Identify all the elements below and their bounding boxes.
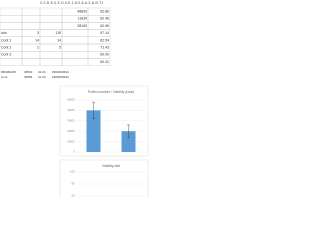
cell-text: 3 bbox=[37, 31, 39, 35]
cell-text: 62.96 bbox=[100, 24, 109, 28]
cell bbox=[0, 7, 23, 16]
cell bbox=[39, 14, 63, 23]
cell bbox=[39, 58, 63, 66]
cell bbox=[21, 58, 41, 66]
note-text: 31.03 bbox=[38, 75, 46, 79]
y-tick-label: 60 bbox=[72, 194, 75, 198]
cell-text: 57.14 bbox=[100, 31, 109, 35]
cell-text: Cont 1 bbox=[1, 38, 11, 42]
cell bbox=[39, 7, 63, 16]
cell bbox=[39, 22, 63, 30]
chart-title: Pollen number / Viability (total) bbox=[88, 90, 134, 94]
cell-text: 115 bbox=[55, 31, 61, 35]
chart-frame bbox=[59, 159, 149, 198]
y-tick-label: 20000 bbox=[67, 129, 75, 133]
y-tick-label: 40000 bbox=[67, 108, 75, 112]
page: 0.0.D.E.0.E.D.0.E.1.8.0.8.A.Z.A.N.T.I 48… bbox=[0, 0, 149, 198]
y-tick-label: 100 bbox=[70, 170, 75, 174]
cell-text: 48893 bbox=[77, 10, 87, 14]
spreadsheet: 0.0.D.E.0.E.D.0.E.1.8.0.8.A.Z.A.N.T.I 48… bbox=[0, 1, 149, 198]
cell bbox=[21, 14, 41, 23]
cell bbox=[61, 29, 89, 38]
cell bbox=[0, 58, 23, 66]
cell-text: 62.86 bbox=[100, 10, 109, 14]
cell-text: 71.43 bbox=[100, 46, 109, 50]
cell-text: 14 bbox=[35, 38, 39, 42]
cell-text: Cont 3 bbox=[1, 53, 11, 57]
cell-text: 5 bbox=[59, 46, 61, 50]
cell-text: 1 bbox=[37, 46, 39, 50]
cell-text: 62.54 bbox=[100, 38, 109, 42]
cell-text: 60.31 bbox=[100, 60, 109, 64]
chart-title: Viability rate bbox=[102, 164, 121, 168]
error-bar bbox=[92, 101, 95, 119]
cell-text: 62.46 bbox=[100, 17, 109, 21]
y-tick-label: 50000 bbox=[67, 98, 75, 102]
cell bbox=[61, 43, 89, 52]
cell bbox=[21, 22, 41, 30]
cell-text: ubu bbox=[1, 31, 7, 35]
cell bbox=[21, 7, 41, 16]
cell bbox=[61, 51, 89, 59]
note-text: 31.04 bbox=[38, 70, 46, 74]
note-text: Cont bbox=[1, 75, 8, 79]
cell bbox=[61, 58, 89, 66]
cell-text: Cont 2 bbox=[1, 46, 11, 50]
note-text: 46563 bbox=[24, 70, 33, 74]
cell bbox=[0, 14, 23, 23]
bar bbox=[121, 131, 136, 152]
cell-text: 60.00 bbox=[100, 53, 109, 57]
note-text: 2960460544 bbox=[52, 70, 69, 74]
y-tick-label: 0 bbox=[73, 150, 75, 154]
cell bbox=[21, 51, 41, 59]
cell-text: 11634 bbox=[78, 17, 88, 21]
note-text: 2960460542 bbox=[52, 75, 69, 79]
error-bar bbox=[127, 124, 130, 138]
note-text: 050460245 bbox=[1, 70, 16, 74]
cell bbox=[87, 58, 111, 66]
cell-text: 14 bbox=[57, 38, 61, 42]
y-tick-label: 80 bbox=[72, 182, 75, 186]
note-text: 46584 bbox=[24, 75, 33, 79]
y-tick-label: 30000 bbox=[67, 118, 75, 122]
cell-text: 28190 bbox=[77, 24, 87, 28]
cell bbox=[39, 51, 63, 59]
y-tick-label: 10000 bbox=[67, 139, 75, 143]
cell bbox=[0, 22, 23, 30]
bar bbox=[86, 110, 101, 152]
cell bbox=[61, 36, 89, 45]
sheet-header: 0.0.D.E.0.E.D.0.E.1.8.0.8.A.Z.A.N.T.I bbox=[40, 1, 103, 5]
